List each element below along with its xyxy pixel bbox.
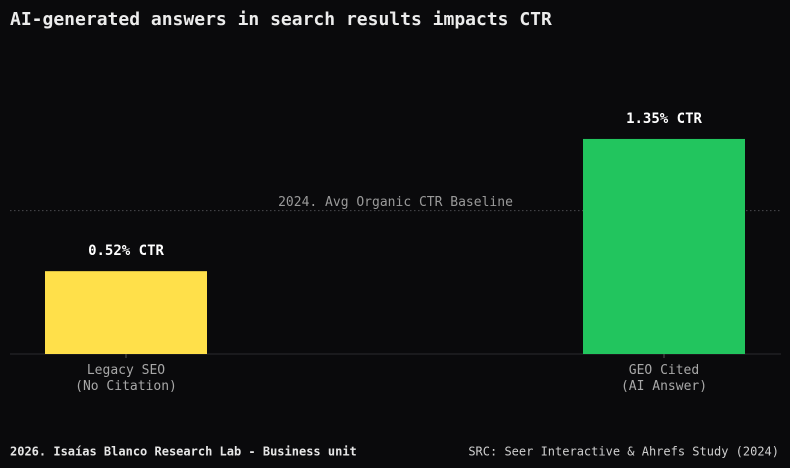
value-label: 0.52% CTR (88, 243, 164, 259)
x-tick-label: Legacy SEO (No Citation) (75, 363, 177, 394)
x-tick-label: GEO Cited (AI Answer) (620, 363, 708, 394)
bar (45, 271, 207, 354)
reference-label: 2024. Avg Organic CTR Baseline (278, 195, 513, 210)
chart-title: AI-generated answers in search results i… (10, 9, 552, 30)
footer-left: 2026. Isaías Blanco Research Lab - Busin… (10, 445, 357, 459)
footer-right: SRC: Seer Interactive & Ahrefs Study (20… (468, 445, 779, 459)
bar (583, 138, 745, 354)
value-label: 1.35% CTR (626, 111, 702, 127)
